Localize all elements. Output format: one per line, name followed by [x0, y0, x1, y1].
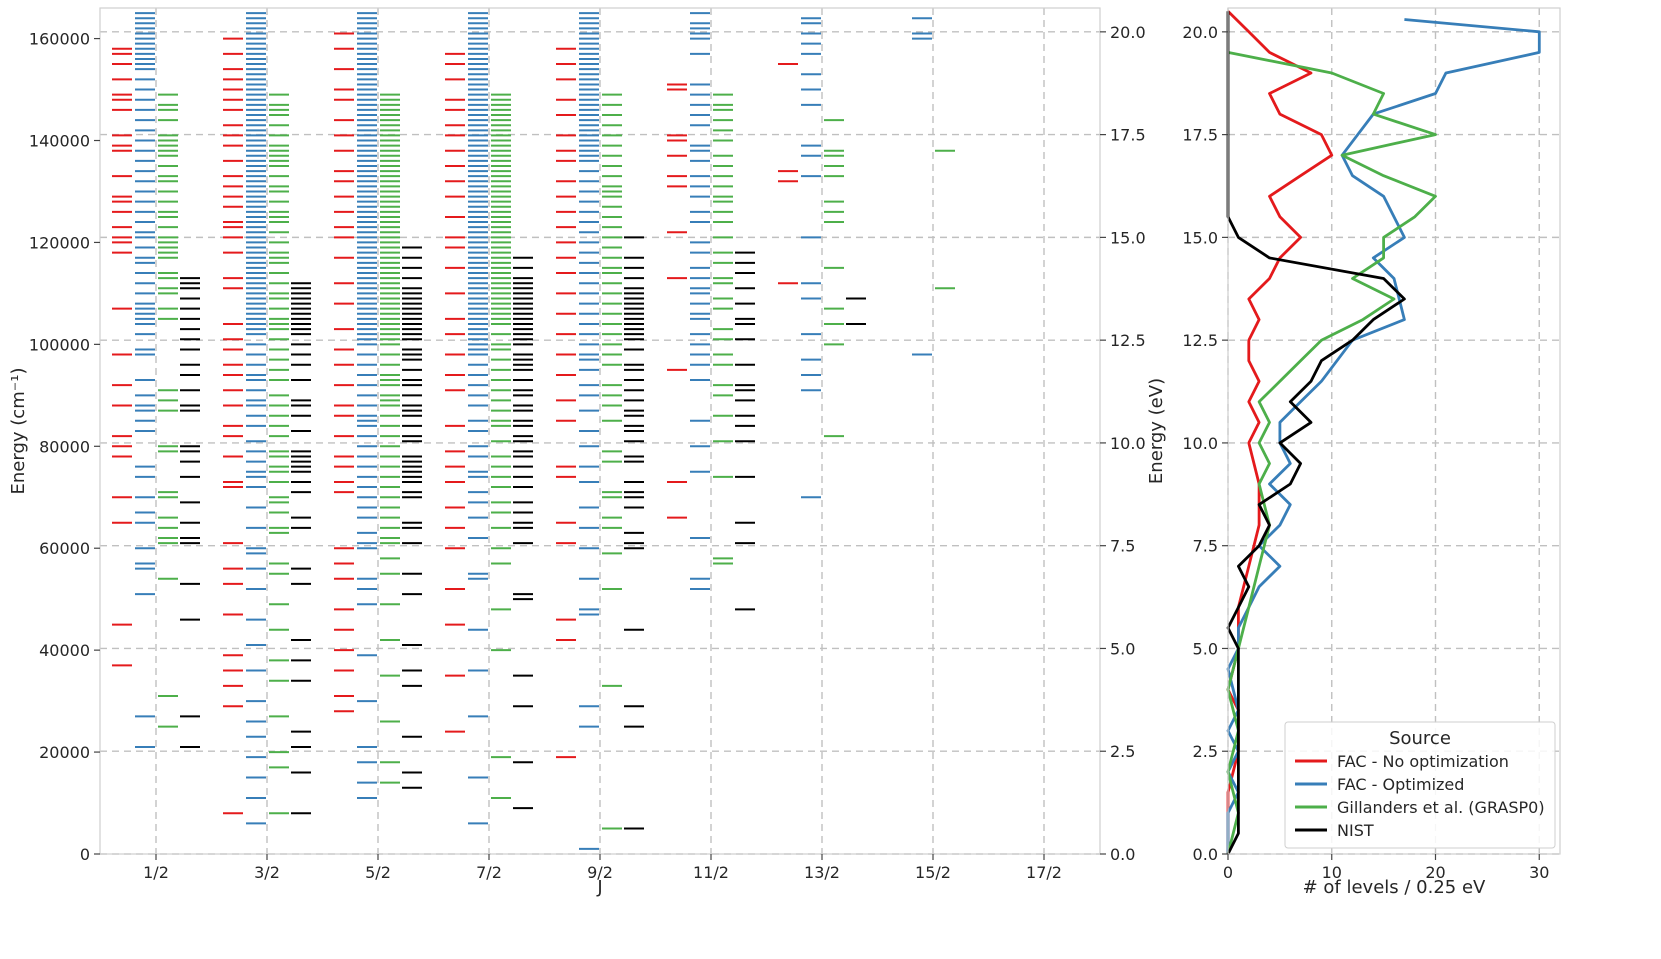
left-xtick-label-4: 9/2	[587, 863, 613, 882]
legend-box	[1284, 721, 1556, 849]
left-ytick-label-5: 100000	[29, 335, 90, 354]
legend-label-fac-optimized: FAC - Optimized	[1337, 775, 1464, 794]
right-xtick-label-2: 20	[1425, 863, 1445, 882]
left-y2tick-label-4: 10.0	[1110, 434, 1146, 453]
left-y2tick-label-2: 5.0	[1110, 639, 1135, 658]
right-ytick-label-5: 12.5	[1182, 331, 1218, 350]
left-ytick-label-0: 0	[80, 845, 90, 864]
left-xtick-label-2: 5/2	[365, 863, 391, 882]
energy-level-panel: 0 20000 40000 60000 80000 100000 120000 140000 1…	[8, 7, 1167, 898]
right-xtick-label-1: 10	[1322, 863, 1342, 882]
left-xtick-label-3: 7/2	[476, 863, 502, 882]
right-density-lines	[1226, 10, 1541, 855]
left-y2tick-label-8: 20.0	[1110, 23, 1146, 42]
legend-label-fac-no-optimization: FAC - No optimization	[1337, 752, 1509, 771]
left-x-ticks: 1/2 3/2 5/2 7/2 9/2 11/2 13/2 15/2 17/2	[143, 854, 1062, 882]
right-axes-frame	[1227, 7, 1561, 855]
left-y2tick-label-1: 2.5	[1110, 742, 1135, 761]
left-y2tick-label-5: 12.5	[1110, 331, 1146, 350]
left-ytick-label-6: 120000	[29, 233, 90, 252]
left-xtick-label-0: 1/2	[143, 863, 169, 882]
right-ytick-label-7: 17.5	[1182, 126, 1218, 145]
legend-entries: FAC - No optimization FAC - Optimized Gill…	[1295, 752, 1545, 840]
series-fac-no-optimization	[112, 32, 798, 815]
left-ytick-label-2: 40000	[39, 641, 90, 660]
legend-label-gillanders-et-al-grasp0: Gillanders et al. (GRASP0)	[1337, 798, 1545, 817]
right-ytick-label-1: 2.5	[1193, 742, 1218, 761]
left-y2tick-label-6: 15.0	[1110, 228, 1146, 247]
series-fac-optimized	[135, 12, 932, 850]
left-ytick-label-8: 160000	[29, 30, 90, 49]
right-ytick-label-2: 5.0	[1193, 639, 1218, 658]
right-ytick-label-4: 10.0	[1182, 434, 1218, 453]
left-ytick-label-1: 20000	[39, 743, 90, 762]
left-ytick-label-7: 140000	[29, 132, 90, 151]
right-ytick-label-3: 7.5	[1193, 537, 1218, 556]
legend-entry-nist: NIST	[1295, 821, 1374, 840]
right-xtick-label-3: 30	[1529, 863, 1549, 882]
legend-label-nist: NIST	[1337, 821, 1374, 840]
legend-entry-fac-optimized: FAC - Optimized	[1295, 775, 1464, 794]
density-line-nist	[1226, 11, 1406, 855]
left-level-marks	[112, 12, 955, 850]
left-y2-ticks: 0.0 2.5 5.0 7.5 10.0 12.5 15.0 17.5 20.0	[1100, 23, 1146, 864]
left-xtick-label-6: 13/2	[804, 863, 840, 882]
right-ytick-label-0: 0.0	[1193, 845, 1218, 864]
right-y-ticks: 0.0 2.5 5.0 7.5 10.0 12.5 15.0 17.5 20.0	[1182, 23, 1228, 864]
left-xtick-label-7: 15/2	[915, 863, 951, 882]
right-ytick-label-8: 20.0	[1182, 23, 1218, 42]
left-y-ticks: 0 20000 40000 60000 80000 100000 120000 140000 1…	[29, 30, 100, 864]
left-y-axis-label: Energy (cm⁻¹)	[8, 368, 29, 495]
density-line-fac-optimized	[1226, 18, 1541, 854]
level-density-panel: 0.0 2.5 5.0 7.5 10.0 12.5 15.0 17.5 20.0 0 10 20 30…	[1182, 7, 1561, 898]
left-xtick-label-8: 17/2	[1026, 863, 1062, 882]
right-ytick-label-6: 15.0	[1182, 228, 1218, 247]
left-x-axis-label: J	[596, 877, 602, 898]
legend-entry-fac-no-optimization: FAC - No optimization	[1295, 752, 1509, 771]
left-xtick-label-5: 11/2	[693, 863, 729, 882]
right-x-axis-label: # of levels / 0.25 eV	[1303, 877, 1486, 898]
legend-entry-gillanders-et-al-grasp0: Gillanders et al. (GRASP0)	[1295, 798, 1545, 817]
right-xtick-label-0: 0	[1223, 863, 1233, 882]
series-gillanders-et-al-grasp0	[158, 93, 955, 830]
left-y2tick-label-7: 17.5	[1110, 126, 1146, 145]
right-x-ticks: 0 10 20 30	[1223, 854, 1549, 882]
left-ytick-label-3: 60000	[39, 539, 90, 558]
series-nist	[180, 236, 866, 830]
legend-title: Source	[1389, 728, 1451, 749]
left-y2tick-label-0: 0.0	[1110, 845, 1135, 864]
left-y2tick-label-3: 7.5	[1110, 537, 1135, 556]
left-xtick-label-1: 3/2	[254, 863, 280, 882]
legend: Source FAC - No optimization FAC - Optimi…	[1284, 721, 1556, 849]
left-y2-axis-label: Energy (eV)	[1146, 378, 1167, 484]
left-ytick-label-4: 80000	[39, 437, 90, 456]
